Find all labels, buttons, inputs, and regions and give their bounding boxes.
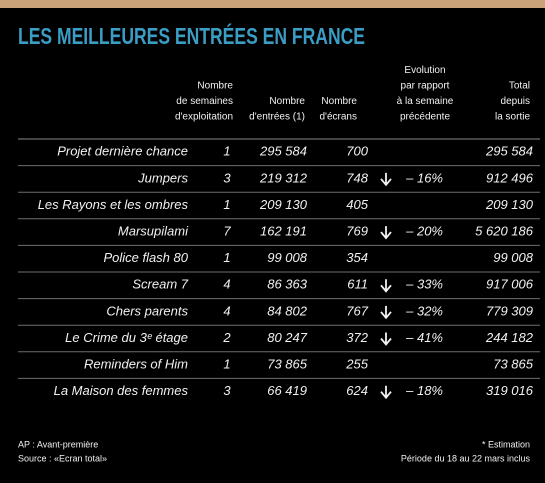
entries: 84 802 [267, 303, 308, 318]
film-title: Reminders of Him [84, 357, 188, 372]
evolution: – 20% [405, 224, 443, 239]
evolution: – 41% [405, 330, 443, 345]
column-header: de semaines [176, 96, 233, 107]
film-title: Projet dernière chance [57, 144, 188, 159]
film-title: Chers parents [106, 303, 188, 318]
column-header: d'entrées (1) [249, 112, 305, 123]
weeks: 3 [223, 383, 231, 398]
total: 73 865 [493, 357, 534, 372]
weeks: 1 [223, 357, 230, 372]
down-arrow [380, 172, 392, 187]
film-title: Jumpers [137, 170, 188, 185]
screens: 700 [346, 144, 368, 159]
total: 319 016 [486, 383, 534, 398]
column-header: Nombre [197, 81, 233, 92]
column-header: d'écrans [320, 112, 358, 123]
evolution: – 16% [405, 170, 443, 185]
entries: 162 191 [260, 224, 307, 239]
screens: 354 [346, 250, 368, 265]
screens: 748 [346, 170, 368, 185]
entries: 295 584 [259, 144, 307, 159]
column-header: Nombre [321, 96, 357, 107]
weeks: 4 [223, 277, 230, 292]
entries: 219 312 [259, 170, 308, 185]
total: 779 309 [486, 303, 533, 318]
total: 912 496 [486, 170, 534, 185]
weeks: 3 [223, 170, 231, 185]
total: 244 182 [485, 330, 534, 345]
screens: 255 [345, 357, 368, 372]
film-title: Le Crime du 3ᵉ étage [65, 330, 188, 345]
film-title: La Maison des femmes [54, 383, 189, 398]
footnote: AP : Avant-première [18, 439, 98, 449]
screens: 611 [347, 277, 368, 292]
entries: 73 865 [267, 357, 308, 372]
entries: 86 363 [267, 277, 308, 292]
column-header: précédente [400, 112, 450, 123]
column-header: la sortie [495, 112, 530, 123]
film-title: Marsupilami [118, 224, 189, 239]
column-header: Total [509, 81, 530, 92]
weeks: 2 [222, 330, 231, 345]
entries: 209 130 [259, 197, 308, 212]
entries: 99 008 [267, 250, 308, 265]
column-header: d'exploitation [175, 112, 233, 123]
column-header: Evolution [404, 65, 445, 76]
total: 917 006 [486, 277, 534, 292]
weeks: 1 [223, 144, 230, 159]
screens: 769 [346, 224, 368, 239]
top-band [0, 0, 545, 8]
entries: 80 247 [267, 330, 308, 345]
evolution: – 33% [405, 277, 443, 292]
down-arrow [380, 385, 392, 400]
total: 295 584 [485, 144, 533, 159]
column-header: depuis [501, 96, 530, 107]
down-arrow [380, 226, 392, 240]
column-header: à la semaine [397, 96, 454, 107]
column-header: par rapport [401, 81, 450, 92]
down-arrow [380, 279, 392, 293]
footnote: Période du 18 au 22 mars inclus [401, 453, 531, 463]
film-title: Les Rayons et les ombres [38, 197, 189, 212]
weeks: 7 [223, 224, 231, 239]
evolution: – 32% [405, 303, 443, 318]
down-arrow [380, 332, 392, 346]
film-title: Police flash 80 [103, 250, 188, 265]
total: 5 620 186 [475, 224, 534, 239]
column-header: Nombre [269, 96, 305, 107]
weeks: 1 [223, 250, 230, 265]
screens: 372 [346, 330, 368, 345]
title: LES MEILLEURES ENTRÉES EN FRANCE [18, 22, 365, 49]
weeks: 1 [223, 197, 230, 212]
screens: 767 [346, 303, 368, 318]
evolution: – 18% [405, 383, 443, 398]
total: 99 008 [493, 250, 534, 265]
down-arrow [380, 305, 392, 320]
weeks: 4 [223, 303, 230, 318]
film-title: Scream 7 [132, 277, 188, 292]
screens: 624 [346, 383, 368, 398]
footnote: Source : «Ecran total» [18, 453, 107, 463]
footnote: * Estimation [482, 439, 530, 449]
screens: 405 [346, 197, 368, 212]
total: 209 130 [485, 197, 534, 212]
entries: 66 419 [267, 383, 307, 398]
